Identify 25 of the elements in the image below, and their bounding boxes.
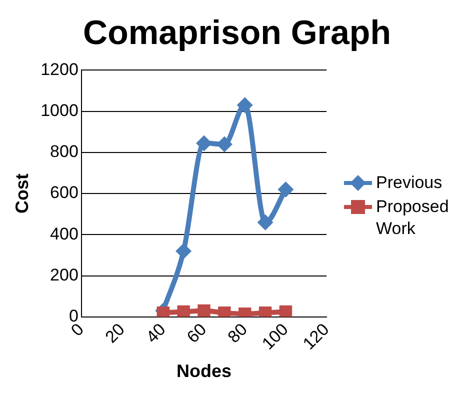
x-tick-label: 40 (142, 320, 170, 347)
y-tick-label: 200 (50, 265, 78, 284)
y-tick-label: 600 (50, 183, 78, 202)
x-tick-label: 20 (102, 320, 128, 347)
x-tick-label: 100 (258, 320, 292, 354)
y-axis-title: Cost (12, 174, 32, 214)
x-tick-label: 60 (183, 320, 210, 347)
point (198, 304, 210, 317)
legend-label: Proposed Work (376, 196, 450, 240)
y-tick-label: 400 (50, 224, 78, 244)
y-tick-label: 800 (50, 142, 78, 162)
x-axis-title: Nodes (176, 361, 232, 382)
point (279, 305, 292, 317)
y-tick-label: 1000 (40, 101, 78, 120)
legend-label: Previous (376, 172, 442, 194)
point (176, 243, 192, 260)
point (257, 214, 274, 230)
point (278, 181, 294, 198)
point (177, 305, 190, 317)
y-tick-label: 1200 (40, 60, 78, 79)
x-tick-label: 80 (224, 320, 251, 347)
point (196, 135, 212, 152)
x-tick-label: 120 (299, 320, 333, 354)
chart-title: Comaprison Graph (82, 13, 392, 54)
point (236, 97, 253, 114)
